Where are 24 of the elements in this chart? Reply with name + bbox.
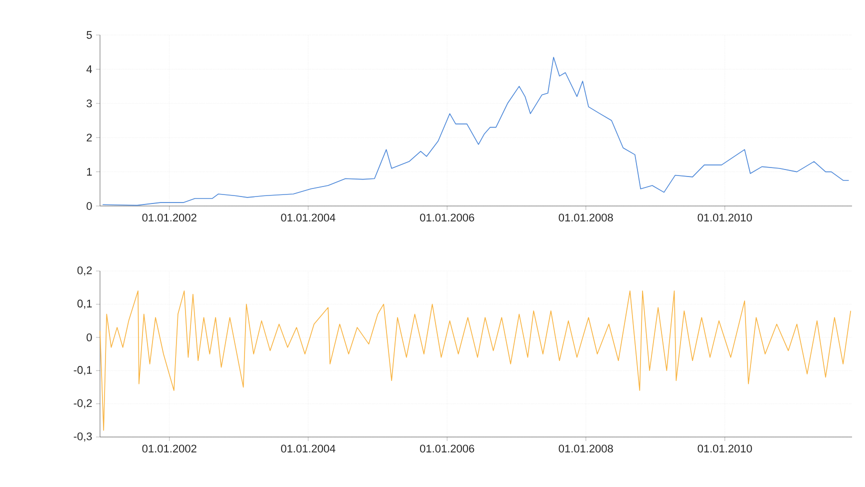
line-series	[100, 290, 852, 431]
x-tick-label: 01.01.2004	[281, 214, 336, 222]
x-tick-label: 01.01.2006	[420, 214, 474, 222]
x-tick-label: 01.01.2010	[698, 444, 752, 452]
x-tick-label: 01.01.2006	[420, 444, 474, 452]
y-tick-label: 0	[86, 202, 92, 210]
y-tick-label: -0,1	[74, 366, 92, 376]
y-tick-label: 0,2	[77, 266, 92, 276]
y-tick-label: 4	[86, 65, 92, 73]
x-tick-label: 01.01.2008	[558, 214, 613, 222]
y-tick-label: 1	[87, 168, 92, 176]
x-tick-label: 01.01.2010	[698, 214, 752, 222]
y-tick-label: 5	[86, 31, 92, 39]
y-tick-label: 0	[86, 334, 92, 342]
y-tick-label: -0,2	[74, 399, 92, 408]
line-series	[102, 56, 850, 206]
x-tick-label: 01.01.2008	[558, 444, 613, 452]
y-tick-label: 2	[86, 134, 92, 142]
x-tick-label: 01.01.2002	[142, 444, 196, 452]
y-tick-label: 0,1	[77, 300, 92, 309]
y-tick-label: -0,3	[74, 432, 92, 442]
x-tick-label: 01.01.2002	[142, 214, 196, 222]
x-tick-label: 01.01.2004	[281, 444, 336, 452]
y-tick-label: 3	[86, 99, 92, 108]
